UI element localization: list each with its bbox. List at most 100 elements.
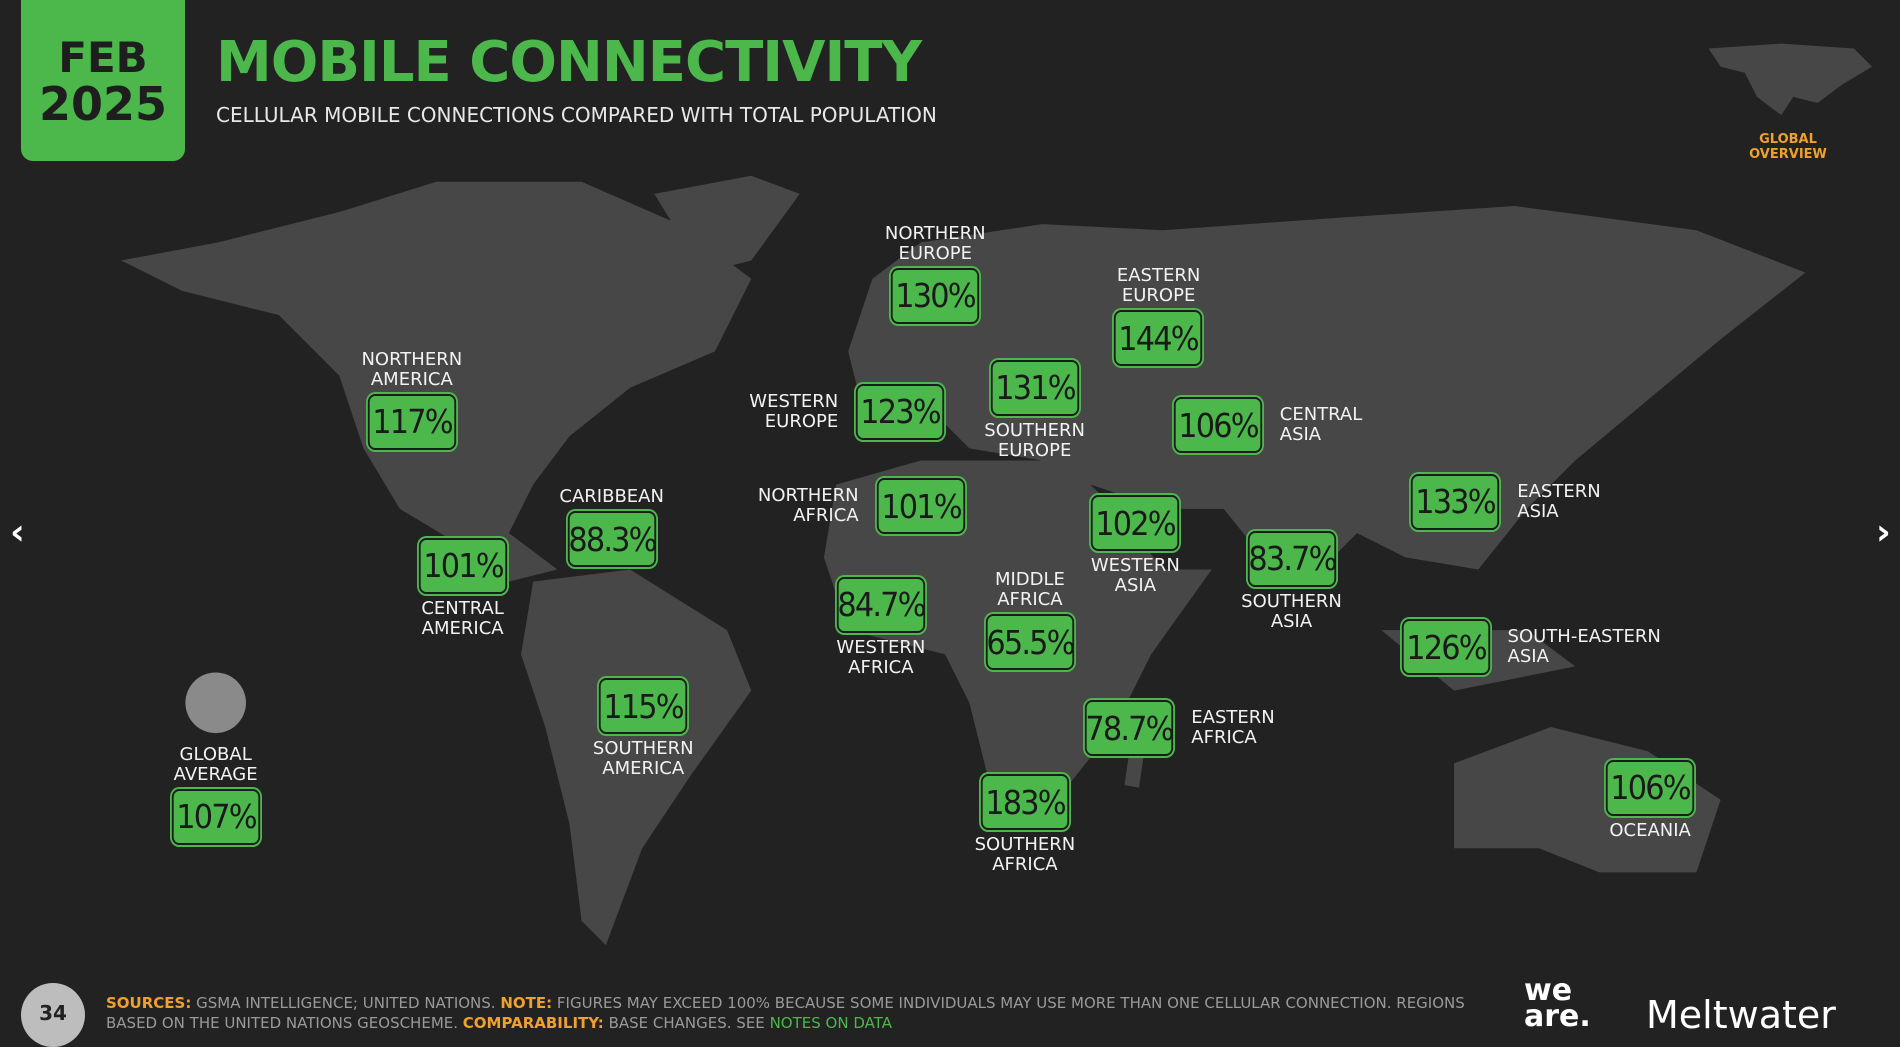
name-line: AFRICA xyxy=(997,589,1063,611)
comparability: BASE CHANGES. SEE xyxy=(608,1014,765,1032)
region-name: MIDDLE AFRICA xyxy=(995,570,1065,610)
value-box: 88.3% xyxy=(567,511,657,568)
sources-label: SOURCES: xyxy=(106,994,192,1012)
region-name: CARIBBEAN xyxy=(559,487,664,507)
greenland xyxy=(654,175,800,273)
name-line: WESTERN xyxy=(836,636,926,658)
name-line: AMERICA xyxy=(370,368,453,390)
name-line: ASIA xyxy=(1270,610,1313,632)
sources: GSMA INTELLIGENCE; UNITED NATIONS. xyxy=(196,994,496,1012)
region-name: SOUTHERN EUROPE xyxy=(984,419,1085,461)
region-name: WESTERN AFRICA xyxy=(836,636,926,678)
name-line: CENTRAL xyxy=(1279,404,1363,426)
region-name: CENTRAL AMERICA xyxy=(421,597,504,639)
region-name: OCEANIA xyxy=(1609,819,1691,841)
subtitle: CELLULAR MOBILE CONNECTIONS COMPARED WIT… xyxy=(216,103,937,127)
name-line: GLOBAL xyxy=(179,743,252,765)
note-label: NOTE: xyxy=(500,994,553,1012)
value-box: 126% xyxy=(1401,619,1490,676)
logo-meltwater: Meltwater xyxy=(1646,993,1836,1037)
name-line: ASIA xyxy=(1507,646,1549,668)
name-line: MIDDLE xyxy=(994,569,1065,591)
name-line: AFRICA xyxy=(793,505,859,527)
value-box: 130% xyxy=(891,267,980,324)
name-line: WESTERN xyxy=(1090,555,1180,577)
name-line: NORTHERN xyxy=(757,485,859,507)
value-box: 107% xyxy=(171,788,260,845)
name-line: EUROPE xyxy=(764,410,839,432)
south-america xyxy=(521,569,752,946)
value-box: 131% xyxy=(990,359,1079,416)
footer-note: SOURCES: GSMA INTELLIGENCE; UNITED NATIO… xyxy=(106,993,1486,1033)
month: FEB xyxy=(58,33,148,82)
value-box: 144% xyxy=(1114,310,1203,367)
page: FEB 2025 MOBILE CONNECTIVITY CELLULAR MO… xyxy=(10,0,1891,1047)
eurasia xyxy=(848,205,1806,582)
section-label: GLOBAL OVERVIEW xyxy=(1749,132,1827,162)
name-line: AFRICA xyxy=(848,656,914,678)
page-number: 34 xyxy=(21,983,85,1047)
name-line: OCEANIA xyxy=(1609,819,1691,841)
region-name: SOUTHERN AMERICA xyxy=(593,739,694,779)
name-line: EUROPE xyxy=(997,439,1072,461)
name-line: ASIA xyxy=(1517,500,1559,522)
region-name: WESTERN EUROPE xyxy=(749,390,839,432)
globe-icon xyxy=(185,672,246,734)
region-name: SOUTHERN AFRICA xyxy=(975,835,1076,875)
region-name: EASTERN EUROPE xyxy=(1117,266,1200,306)
value-box: 101% xyxy=(418,537,508,594)
region-name: GLOBAL AVERAGE xyxy=(173,743,258,785)
value-box: 65.5% xyxy=(985,614,1075,671)
region-name: CENTRAL ASIA xyxy=(1280,405,1363,445)
region-name: SOUTHERN ASIA xyxy=(1241,590,1342,632)
region-name: NORTHERN AMERICA xyxy=(361,348,463,390)
comparability-label: COMPARABILITY: xyxy=(462,1014,604,1032)
value-box: 115% xyxy=(599,678,688,735)
name-line: AFRICA xyxy=(992,854,1058,876)
region-name: EASTERN ASIA xyxy=(1517,480,1601,522)
logo-we-are: we are. xyxy=(1524,973,1591,1034)
value-box: 117% xyxy=(367,393,457,450)
value-box: 133% xyxy=(1411,473,1500,530)
name-line: EASTERN xyxy=(1116,265,1201,287)
region-name: NORTHERN EUROPE xyxy=(884,222,986,264)
next-arrow[interactable]: › xyxy=(1876,512,1891,553)
name-line: EUROPE xyxy=(1121,285,1196,307)
region-name: SOUTH-EASTERN ASIA xyxy=(1508,627,1661,667)
region-name: EASTERN AFRICA xyxy=(1191,708,1274,748)
name-line: ASIA xyxy=(1114,575,1157,597)
name-line: EUROPE xyxy=(898,242,972,264)
value-box: 106% xyxy=(1173,397,1262,454)
name-line: AVERAGE xyxy=(173,763,258,785)
notes-link[interactable]: NOTES ON DATA xyxy=(769,1014,892,1032)
north-america xyxy=(121,181,752,582)
name-line: NORTHERN xyxy=(361,348,463,370)
year: 2025 xyxy=(38,77,168,131)
name-line: EASTERN xyxy=(1517,480,1601,502)
name-line: CENTRAL xyxy=(421,597,504,619)
name-line: AMERICA xyxy=(421,617,504,639)
name-line: ASIA xyxy=(1279,424,1322,446)
prev-arrow[interactable]: ‹ xyxy=(10,512,25,553)
name-line: WESTERN xyxy=(749,390,839,412)
region-name: NORTHERN AFRICA xyxy=(758,486,859,526)
value-box: 78.7% xyxy=(1085,700,1175,757)
value-box: 83.7% xyxy=(1247,530,1337,587)
value-box: 106% xyxy=(1606,759,1695,816)
title: MOBILE CONNECTIVITY xyxy=(216,30,922,95)
region-name: WESTERN ASIA xyxy=(1091,556,1180,596)
name-line: SOUTHERN xyxy=(974,834,1076,856)
value-box: 183% xyxy=(980,774,1070,831)
name-line: AMERICA xyxy=(602,758,685,780)
value-box: 84.7% xyxy=(836,576,926,633)
name-line: SOUTHERN xyxy=(1241,590,1342,612)
name-line: NORTHERN xyxy=(884,222,986,244)
date-badge: FEB 2025 xyxy=(21,0,185,161)
name-line: EASTERN xyxy=(1191,707,1275,729)
mini-map xyxy=(1708,43,1873,116)
name-line: SOUTHERN xyxy=(592,738,694,760)
value-box: 101% xyxy=(876,478,966,535)
name-line: SOUTHERN xyxy=(984,419,1085,441)
name-line: SOUTH-EASTERN xyxy=(1507,626,1661,648)
value-box: 123% xyxy=(856,383,945,440)
